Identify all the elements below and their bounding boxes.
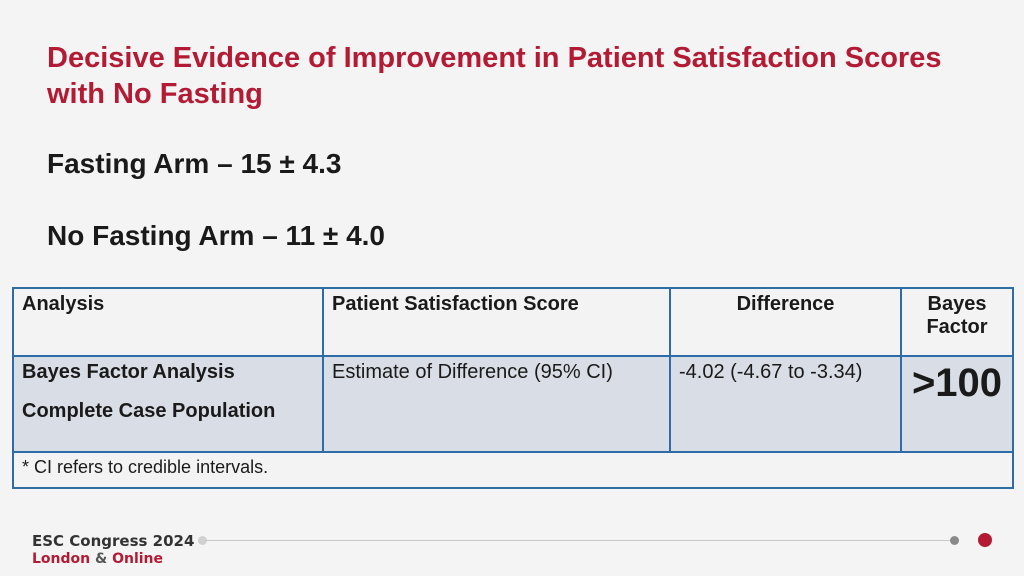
header-difference: Difference — [669, 287, 902, 357]
slide-title: Decisive Evidence of Improvement in Pati… — [47, 42, 942, 110]
footer-red-dot — [978, 533, 992, 547]
footer-divider-line — [205, 540, 950, 541]
analysis-cell: Bayes Factor Analysis Complete Case Popu… — [12, 355, 324, 453]
logo-city: London — [32, 551, 91, 567]
logo-subtitle: London & Online — [32, 550, 194, 568]
analysis-population: Complete Case Population — [22, 400, 276, 422]
results-table: Analysis Patient Satisfaction Score Diff… — [12, 287, 1014, 489]
table-header-row: Analysis Patient Satisfaction Score Diff… — [12, 287, 1014, 357]
analysis-name: Bayes Factor Analysis — [22, 361, 235, 383]
footer-line-start-dot — [198, 536, 207, 545]
score-cell: Estimate of Difference (95% CI) — [322, 355, 671, 453]
difference-cell: -4.02 (-4.67 to -3.34) — [669, 355, 902, 453]
bayes-factor-cell: >100 — [900, 355, 1014, 453]
no-fasting-arm-result: No Fasting Arm – 11 ± 4.0 — [47, 220, 385, 251]
fasting-arm-result: Fasting Arm – 15 ± 4.3 — [47, 148, 342, 179]
footer-grey-dot — [950, 536, 959, 545]
header-analysis: Analysis — [12, 287, 324, 357]
header-bayes-factor: Bayes Factor — [900, 287, 1014, 357]
logo-ampersand: & — [95, 551, 108, 567]
logo-online: Online — [112, 551, 164, 567]
logo-title: ESC Congress 2024 — [32, 532, 195, 550]
table-footnote: * CI refers to credible intervals. — [12, 451, 1014, 489]
header-patient-satisfaction-score: Patient Satisfaction Score — [322, 287, 671, 357]
table-footnote-row: * CI refers to credible intervals. — [12, 451, 1014, 489]
esc-congress-logo: ESC Congress 2024 London & Online — [32, 532, 194, 568]
table-row: Bayes Factor Analysis Complete Case Popu… — [12, 355, 1014, 453]
